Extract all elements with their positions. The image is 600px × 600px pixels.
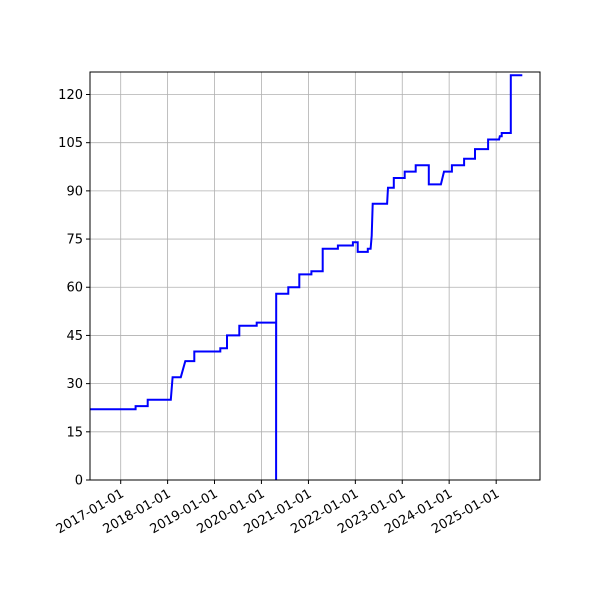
y-tick-label: 90 [66,184,83,199]
y-tick-label: 45 [66,329,83,344]
plot-frame [89,71,541,481]
y-tick-label: 60 [66,281,83,296]
y-axis: 0 15 30 45 60 75 90 105 120 [58,88,90,489]
y-tick-label: 120 [58,88,83,103]
data-line [90,74,523,481]
y-tick-label: 30 [66,377,83,392]
y-tick-label: 105 [58,136,83,151]
y-tick-label: 75 [66,233,83,248]
y-tick-label: 0 [75,474,83,489]
y-tick-label: 15 [66,425,83,440]
